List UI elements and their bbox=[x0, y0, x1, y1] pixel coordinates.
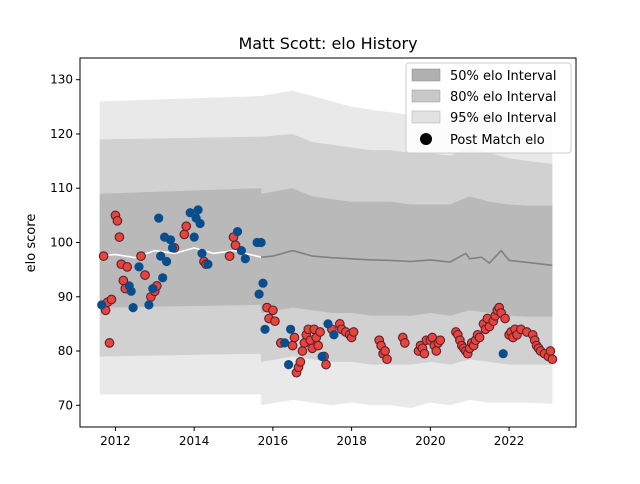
win-point bbox=[122, 262, 133, 272]
y-tick-label: 110 bbox=[50, 181, 73, 195]
legend-swatch-95 bbox=[411, 110, 441, 124]
loss-point bbox=[193, 205, 203, 215]
loss-point bbox=[240, 254, 250, 264]
win-point bbox=[297, 346, 308, 356]
win-point bbox=[287, 340, 298, 351]
y-axis-ticks: 70 80 90 100 110 120 130 bbox=[50, 73, 80, 412]
loss-point bbox=[167, 243, 178, 253]
x-axis-ticks: 2012 2014 2016 2018 2020 2022 bbox=[100, 427, 524, 448]
win-point bbox=[500, 313, 510, 324]
win-point bbox=[547, 354, 558, 365]
win-point bbox=[106, 294, 117, 305]
loss-point bbox=[260, 324, 270, 334]
y-tick-label: 120 bbox=[50, 127, 73, 141]
loss-point bbox=[256, 237, 266, 248]
loss-point bbox=[162, 256, 172, 267]
win-point bbox=[295, 357, 306, 367]
win-point bbox=[114, 232, 125, 242]
loss-point bbox=[154, 213, 164, 223]
y-axis-label: elo score bbox=[24, 214, 39, 273]
confidence-bands bbox=[99, 90, 553, 408]
win-point bbox=[179, 229, 190, 240]
win-point bbox=[104, 338, 115, 348]
win-point bbox=[348, 327, 359, 337]
win-point bbox=[474, 332, 485, 343]
win-point bbox=[112, 215, 123, 226]
loss-point bbox=[128, 303, 138, 313]
loss-point bbox=[236, 246, 246, 256]
win-point bbox=[224, 251, 235, 261]
loss-point bbox=[317, 351, 327, 362]
y-tick-label: 80 bbox=[58, 344, 73, 358]
win-point bbox=[380, 346, 390, 356]
legend-label-95: 95% elo Interval bbox=[450, 111, 557, 126]
loss-point bbox=[165, 235, 176, 245]
legend-label-80: 80% elo Interval bbox=[450, 90, 557, 105]
legend-box bbox=[405, 62, 572, 154]
win-point bbox=[399, 338, 410, 348]
loss-point bbox=[144, 300, 154, 310]
win-point bbox=[315, 327, 325, 337]
loss-point bbox=[195, 218, 205, 229]
win-point bbox=[431, 346, 442, 356]
win-point bbox=[382, 354, 392, 365]
win-point bbox=[230, 240, 241, 251]
loss-point bbox=[286, 324, 296, 334]
loss-point bbox=[280, 338, 290, 348]
win-point bbox=[270, 316, 280, 327]
win-point bbox=[136, 251, 146, 261]
legend-swatch-50 bbox=[411, 68, 441, 82]
legend-swatch-80 bbox=[411, 89, 441, 103]
chart-title: Matt Scott: elo History bbox=[238, 34, 417, 53]
band-50-percent bbox=[99, 188, 553, 317]
win-point bbox=[419, 348, 430, 359]
loss-point bbox=[197, 248, 207, 258]
win-point bbox=[545, 346, 556, 356]
win-point bbox=[321, 359, 331, 370]
loss-point bbox=[134, 262, 144, 272]
loss-point bbox=[329, 330, 339, 340]
post-match-points bbox=[97, 205, 558, 378]
loss-point bbox=[258, 278, 268, 288]
win-point bbox=[98, 251, 109, 261]
loss-point bbox=[158, 273, 168, 283]
win-point bbox=[313, 340, 324, 351]
win-point bbox=[140, 270, 150, 280]
legend-label-50: 50% elo Interval bbox=[450, 69, 557, 84]
y-tick-label: 130 bbox=[50, 73, 73, 87]
win-point bbox=[435, 335, 446, 346]
loss-point bbox=[284, 360, 294, 370]
loss-point bbox=[498, 349, 508, 359]
x-tick-label: 2018 bbox=[336, 434, 367, 448]
loss-point bbox=[97, 300, 107, 310]
legend: 50% elo Interval 80% elo Interval 95% el… bbox=[405, 62, 572, 154]
loss-point bbox=[254, 289, 264, 299]
x-tick-label: 2016 bbox=[258, 434, 289, 448]
x-tick-label: 2012 bbox=[100, 434, 131, 448]
loss-point bbox=[189, 232, 199, 242]
y-tick-label: 70 bbox=[58, 398, 73, 412]
legend-marker-post-match bbox=[420, 133, 432, 145]
y-tick-label: 100 bbox=[50, 236, 73, 250]
mean-line bbox=[261, 249, 553, 267]
loss-point bbox=[126, 286, 136, 296]
loss-point bbox=[323, 319, 333, 329]
win-point bbox=[181, 221, 192, 232]
x-tick-label: 2014 bbox=[179, 434, 210, 448]
win-point bbox=[268, 305, 278, 316]
loss-point bbox=[148, 284, 158, 294]
loss-point bbox=[203, 259, 213, 269]
y-tick-label: 90 bbox=[58, 290, 73, 304]
x-tick-label: 2020 bbox=[415, 434, 446, 448]
legend-label-post-match: Post Match elo bbox=[450, 133, 545, 148]
x-tick-label: 2022 bbox=[494, 434, 525, 448]
loss-point bbox=[156, 251, 166, 261]
win-point bbox=[289, 332, 300, 343]
loss-point bbox=[232, 227, 243, 237]
